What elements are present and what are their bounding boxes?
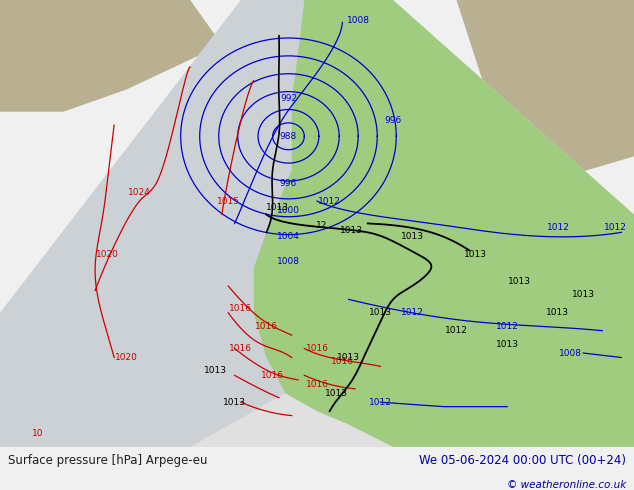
Text: 1008: 1008 <box>559 348 582 358</box>
Text: 1008: 1008 <box>347 16 370 24</box>
Polygon shape <box>0 0 304 447</box>
Text: 1013: 1013 <box>508 277 531 286</box>
Text: 1000: 1000 <box>277 205 300 215</box>
Text: 1012: 1012 <box>318 196 341 206</box>
Text: 1013: 1013 <box>223 398 246 407</box>
Text: 1012: 1012 <box>369 398 392 407</box>
Polygon shape <box>0 0 634 447</box>
Text: 1012: 1012 <box>496 322 519 331</box>
Text: 1004: 1004 <box>277 232 300 242</box>
Text: 1020: 1020 <box>96 250 119 259</box>
Text: 1012: 1012 <box>401 308 424 318</box>
Text: 1013: 1013 <box>204 367 227 375</box>
Text: © weatheronline.co.uk: © weatheronline.co.uk <box>507 480 626 490</box>
Text: 1013: 1013 <box>572 291 595 299</box>
Text: 996: 996 <box>384 116 402 125</box>
Text: 10: 10 <box>32 429 44 438</box>
Text: 1016: 1016 <box>261 371 284 380</box>
Text: 1013: 1013 <box>340 225 363 235</box>
Text: 988: 988 <box>280 132 297 141</box>
Text: 1012: 1012 <box>445 326 468 335</box>
Text: 992: 992 <box>280 94 297 103</box>
Text: 1008: 1008 <box>277 257 300 266</box>
Text: 1013: 1013 <box>401 232 424 242</box>
Text: 1013: 1013 <box>337 353 360 362</box>
Text: 12: 12 <box>316 221 328 230</box>
Text: 1016: 1016 <box>331 358 354 367</box>
Text: 1016: 1016 <box>306 344 328 353</box>
Text: Surface pressure [hPa] Arpege-eu: Surface pressure [hPa] Arpege-eu <box>8 454 207 467</box>
Text: 1016: 1016 <box>230 304 252 313</box>
Text: 1013: 1013 <box>496 340 519 348</box>
Text: 1013: 1013 <box>369 308 392 318</box>
Text: 1015: 1015 <box>217 196 240 206</box>
Text: 1016: 1016 <box>230 344 252 353</box>
Polygon shape <box>254 0 634 447</box>
Polygon shape <box>456 0 634 179</box>
Text: 1016: 1016 <box>255 322 278 331</box>
Text: 1020: 1020 <box>115 353 138 362</box>
Text: 996: 996 <box>280 179 297 188</box>
Text: 1016: 1016 <box>306 380 328 389</box>
Text: 1024: 1024 <box>128 188 151 196</box>
Text: 1013: 1013 <box>547 308 569 318</box>
Text: We 05-06-2024 00:00 UTC (00+24): We 05-06-2024 00:00 UTC (00+24) <box>420 454 626 467</box>
Text: 1013: 1013 <box>464 250 487 259</box>
Text: 1013: 1013 <box>325 389 347 398</box>
Polygon shape <box>0 0 222 112</box>
Text: 1012: 1012 <box>547 223 569 232</box>
Text: 1012: 1012 <box>604 223 626 232</box>
Text: 1013: 1013 <box>266 203 288 212</box>
